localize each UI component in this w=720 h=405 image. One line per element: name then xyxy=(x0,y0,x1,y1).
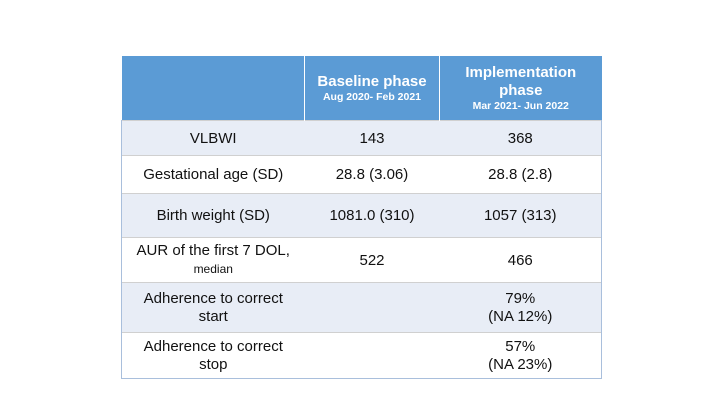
row-label: Gestational age (SD) xyxy=(121,155,305,194)
results-table: Baseline phase Aug 2020- Feb 2021 Implem… xyxy=(121,56,602,379)
table-row-aur: AUR of the first 7 DOL, median 522 466 xyxy=(121,237,602,283)
row-label: Birth weight (SD) xyxy=(121,193,305,238)
row-label: AUR of the first 7 DOL, median xyxy=(121,237,305,283)
baseline-value: 1081.0 (310) xyxy=(304,193,440,238)
row-label-line2: stop xyxy=(199,355,228,373)
header-row: Baseline phase Aug 2020- Feb 2021 Implem… xyxy=(121,56,602,121)
implementation-title-line1: Implementation xyxy=(465,63,577,81)
implementation-value-line2: (NA 12%) xyxy=(488,307,553,325)
table-row-gestational-age: Gestational age (SD) 28.8 (3.06) 28.8 (2… xyxy=(121,155,602,194)
row-label-line1: Adherence to correct xyxy=(143,337,283,355)
implementation-value-line2: (NA 23%) xyxy=(488,355,553,373)
table-row-vlbwi: VLBWI 143 368 xyxy=(121,120,602,156)
row-label: VLBWI xyxy=(121,120,305,156)
baseline-title: Baseline phase xyxy=(317,72,427,90)
table-row-adherence-start: Adherence to correct start 79% (NA 12%) xyxy=(121,282,602,333)
header-implementation: Implementation phase Mar 2021- Jun 2022 xyxy=(439,56,602,121)
row-label-line2: start xyxy=(198,307,228,325)
implementation-value: 79% (NA 12%) xyxy=(439,282,602,333)
baseline-value xyxy=(304,332,440,379)
table-row-birth-weight: Birth weight (SD) 1081.0 (310) 1057 (313… xyxy=(121,193,602,238)
implementation-dates: Mar 2021- Jun 2022 xyxy=(472,99,569,112)
row-label-line1: Adherence to correct xyxy=(143,289,283,307)
header-empty-cell xyxy=(121,56,305,121)
baseline-value: 28.8 (3.06) xyxy=(304,155,440,194)
implementation-value-line1: 79% xyxy=(505,289,536,307)
header-baseline: Baseline phase Aug 2020- Feb 2021 xyxy=(304,56,440,121)
row-label: Adherence to correct stop xyxy=(121,332,305,379)
baseline-value: 522 xyxy=(304,237,440,283)
baseline-dates: Aug 2020- Feb 2021 xyxy=(322,90,422,103)
row-label-line2: median xyxy=(193,262,233,276)
implementation-value: 1057 (313) xyxy=(439,193,602,238)
implementation-value: 368 xyxy=(439,120,602,156)
implementation-value: 28.8 (2.8) xyxy=(439,155,602,194)
baseline-value xyxy=(304,282,440,333)
implementation-value-line1: 57% xyxy=(505,337,536,355)
implementation-value: 466 xyxy=(439,237,602,283)
baseline-value: 143 xyxy=(304,120,440,156)
row-label-line1: AUR of the first 7 DOL, xyxy=(136,242,290,259)
row-label: Adherence to correct start xyxy=(121,282,305,333)
implementation-value: 57% (NA 23%) xyxy=(439,332,602,379)
implementation-title-line2: phase xyxy=(499,81,543,99)
table-row-adherence-stop: Adherence to correct stop 57% (NA 23%) xyxy=(121,332,602,379)
